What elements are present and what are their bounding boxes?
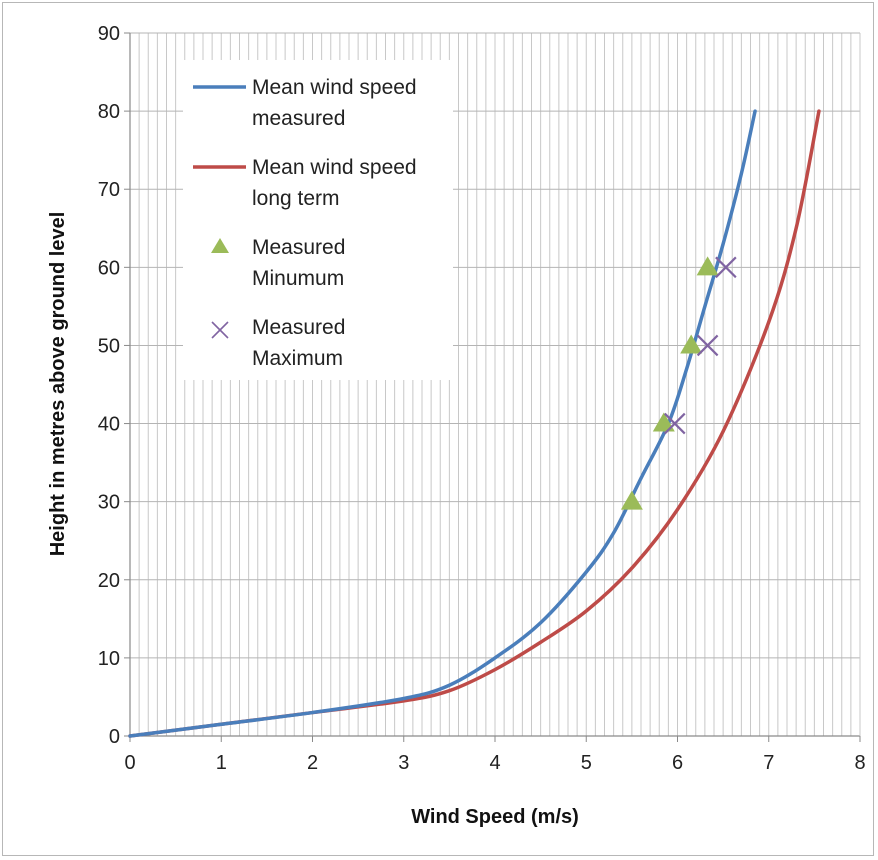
x-tick-label: 7 <box>763 752 774 774</box>
legend-swatch-maximum <box>211 321 229 339</box>
legend-label-minimum-line1: Measured <box>252 236 345 259</box>
y-tick-label: 0 <box>109 726 120 748</box>
legend: Mean wind speed measured Mean wind speed… <box>183 60 453 380</box>
legend-label-measured-line2: measured <box>252 107 345 130</box>
x-tick-label: 2 <box>307 752 318 774</box>
minimum-marker <box>652 412 675 432</box>
y-tick-label: 80 <box>98 101 120 123</box>
y-axis-title: Height in metres above ground level <box>47 212 69 557</box>
legend-swatch-minimum <box>211 238 229 253</box>
legend-label-maximum-line2: Maximum <box>252 347 343 370</box>
x-tick-label: 4 <box>489 752 500 774</box>
legend-label-minimum-line2: Minumum <box>252 267 344 290</box>
legend-box <box>183 60 453 380</box>
y-tick-label: 40 <box>98 414 120 436</box>
x-tick-labels: 0 1 2 3 4 5 6 7 8 <box>124 736 866 774</box>
minimum-marker <box>680 334 703 354</box>
y-tick-label: 90 <box>98 23 120 45</box>
x-tick-label: 8 <box>854 752 865 774</box>
y-tick-label: 30 <box>98 492 120 514</box>
series-layer <box>128 109 821 738</box>
x-axis-title: Wind Speed (m/s) <box>411 806 579 828</box>
maximum-marker <box>696 334 719 357</box>
y-tick-label: 70 <box>98 179 120 201</box>
y-tick-label: 50 <box>98 335 120 357</box>
legend-label-long-term-line1: Mean wind speed <box>252 156 417 179</box>
minimum-marker <box>620 490 643 510</box>
x-tick-label: 0 <box>124 752 135 774</box>
x-tick-label: 1 <box>216 752 227 774</box>
x-tick-label: 3 <box>398 752 409 774</box>
legend-label-measured-line1: Mean wind speed <box>252 76 417 99</box>
y-tick-label: 60 <box>98 257 120 279</box>
maximum-marker <box>663 412 686 435</box>
y-tick-label: 20 <box>98 570 120 592</box>
x-tick-label: 5 <box>581 752 592 774</box>
y-tick-label: 10 <box>98 648 120 670</box>
minimum-marker <box>696 256 719 276</box>
series-line-measured <box>128 109 757 738</box>
legend-label-long-term-line2: long term <box>252 187 340 210</box>
y-tick-labels: 0 10 20 30 40 50 60 70 80 90 <box>98 23 130 748</box>
legend-label-maximum-line1: Measured <box>252 316 345 339</box>
x-tick-label: 6 <box>672 752 683 774</box>
maximum-marker <box>715 256 737 279</box>
